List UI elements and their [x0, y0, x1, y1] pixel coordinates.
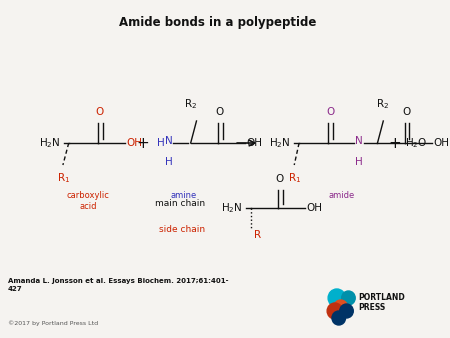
Text: O: O [95, 107, 104, 117]
Text: O: O [216, 107, 224, 117]
Text: PORTLAND: PORTLAND [358, 293, 405, 303]
Text: R: R [254, 230, 261, 240]
Text: OH: OH [434, 138, 450, 148]
Circle shape [332, 311, 346, 325]
Circle shape [327, 303, 342, 319]
Text: +: + [137, 136, 149, 150]
Circle shape [340, 304, 353, 318]
Text: R$_2$: R$_2$ [376, 97, 389, 111]
Text: side chain: side chain [159, 225, 205, 235]
Text: H$_2$N: H$_2$N [39, 136, 60, 150]
Text: amine: amine [171, 191, 197, 200]
Text: R$_1$: R$_1$ [288, 171, 301, 185]
Text: Amanda L. Jonsson et al. Essays Biochem. 2017;61:401-
427: Amanda L. Jonsson et al. Essays Biochem.… [8, 278, 228, 292]
Text: N: N [355, 136, 363, 146]
Text: amide: amide [328, 191, 355, 200]
Text: R$_1$: R$_1$ [57, 171, 71, 185]
Text: OH: OH [307, 203, 323, 213]
Text: +: + [388, 136, 401, 150]
Text: R$_2$: R$_2$ [184, 97, 197, 111]
Text: H: H [355, 157, 363, 167]
Text: H: H [157, 138, 165, 148]
Text: N: N [165, 136, 172, 146]
Text: OH: OH [127, 138, 143, 148]
Text: O: O [402, 107, 411, 117]
Text: O: O [326, 107, 334, 117]
Text: carboxylic
acid: carboxylic acid [67, 191, 109, 211]
Circle shape [342, 291, 355, 305]
Text: O: O [275, 174, 284, 184]
Text: main chain: main chain [155, 198, 205, 208]
Circle shape [334, 300, 347, 314]
Text: Amide bonds in a polypeptide: Amide bonds in a polypeptide [119, 16, 316, 29]
Text: PRESS: PRESS [358, 304, 385, 313]
Text: H: H [165, 157, 172, 167]
Text: OH: OH [247, 138, 263, 148]
Text: H$_2$N: H$_2$N [220, 201, 242, 215]
Text: H$_2$O: H$_2$O [405, 136, 427, 150]
Text: H$_2$N: H$_2$N [269, 136, 291, 150]
Circle shape [328, 289, 346, 307]
Text: ©2017 by Portland Press Ltd: ©2017 by Portland Press Ltd [8, 320, 98, 326]
